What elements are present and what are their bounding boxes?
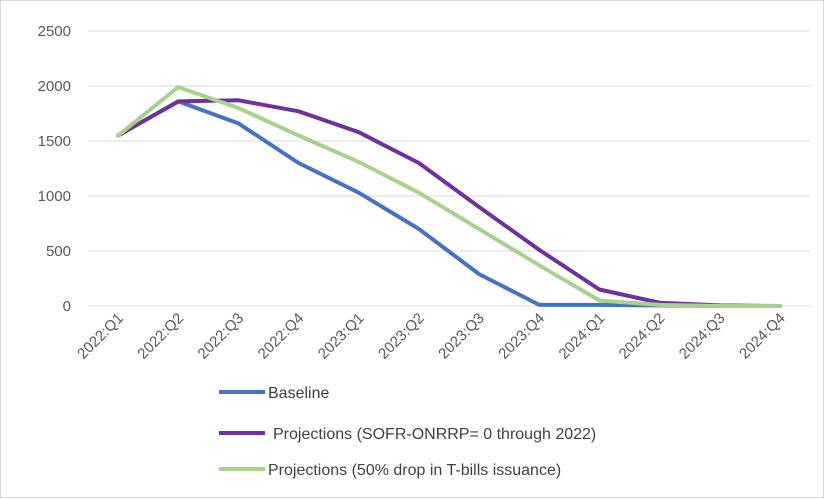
series-lines [116, 85, 782, 308]
x-tick-label: 2023:Q1 [315, 310, 368, 363]
gridlines [88, 30, 810, 307]
x-tick-label: 2022:Q2 [134, 310, 187, 363]
x-tick-label: 2023:Q4 [495, 310, 548, 363]
series-line-1 [116, 98, 782, 308]
x-tick-label: 2022:Q1 [74, 310, 127, 363]
x-axis-ticks: 2022:Q1 2022:Q2 2022:Q3 2022:Q4 2023:Q1 2023:… [74, 310, 789, 363]
legend: Baseline Projections (SOFR-ONRRP= 0 throu… [219, 385, 596, 479]
x-tick-label: 2024:Q4 [736, 310, 789, 363]
series-line-2 [116, 85, 782, 308]
x-tick-label: 2023:Q2 [375, 310, 428, 363]
x-tick-label: 2024:Q2 [616, 310, 669, 363]
legend-label-2: Projections (50% drop in T-bills issuanc… [268, 462, 561, 479]
y-tick-label: 2000 [38, 78, 71, 95]
legend-label-0: Baseline [268, 385, 329, 402]
y-tick-label: 500 [46, 243, 71, 260]
x-tick-label: 2024:Q1 [556, 310, 609, 363]
legend-label-1: Projections (SOFR-ONRRP= 0 through 2022) [273, 426, 596, 443]
y-tick-label: 0 [63, 298, 71, 315]
y-tick-label: 1500 [38, 133, 71, 150]
series-line-0 [116, 99, 782, 308]
y-tick-label: 1000 [38, 188, 71, 205]
y-tick-label: 2500 [38, 23, 71, 40]
x-tick-label: 2022:Q3 [195, 310, 248, 363]
y-axis-ticks: 0 500 1000 1500 2000 2500 [38, 23, 71, 315]
x-tick-label: 2023:Q3 [435, 310, 488, 363]
x-tick-label: 2024:Q3 [676, 310, 729, 363]
x-tick-label: 2022:Q4 [255, 310, 308, 363]
